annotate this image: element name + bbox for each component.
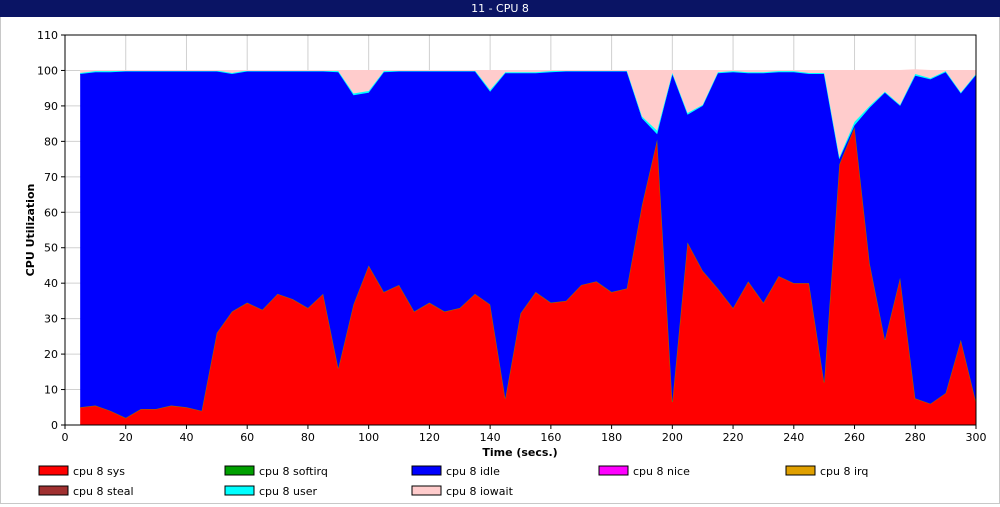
stacked-areas bbox=[80, 69, 977, 426]
legend-swatch-cpu-8-iowait bbox=[411, 485, 442, 496]
x-tick-label: 40 bbox=[179, 431, 193, 444]
x-tick-label: 140 bbox=[480, 431, 501, 444]
x-tick-label: 20 bbox=[119, 431, 133, 444]
y-tick-label: 40 bbox=[44, 277, 58, 290]
legend-label-cpu-8-sys: cpu 8 sys bbox=[73, 465, 125, 478]
legend-swatch-cpu-8-user bbox=[224, 485, 255, 496]
y-axis-label: CPU Utilization bbox=[24, 184, 37, 277]
x-tick-label: 160 bbox=[540, 431, 561, 444]
chart-frame: 0 20 40 60 80 100 120 140 160 180 200 220 240 260 280 3… bbox=[0, 17, 1000, 504]
x-tick-label: 240 bbox=[783, 431, 804, 444]
legend-label-cpu-8-idle: cpu 8 idle bbox=[446, 465, 500, 478]
y-tick-label: 90 bbox=[44, 100, 58, 113]
legend-swatch-cpu-8-softirq bbox=[224, 465, 255, 476]
x-tick-label: 100 bbox=[358, 431, 379, 444]
x-axis-label: Time (secs.) bbox=[482, 446, 557, 459]
y-tick-label: 100 bbox=[37, 64, 58, 77]
legend-swatch-cpu-8-nice bbox=[598, 465, 629, 476]
legend-swatch-cpu-8-irq bbox=[785, 465, 816, 476]
x-tick-label: 280 bbox=[905, 431, 926, 444]
y-tick-label: 60 bbox=[44, 206, 58, 219]
x-tick-label: 60 bbox=[240, 431, 254, 444]
x-tick-label: 260 bbox=[844, 431, 865, 444]
y-tick-label: 80 bbox=[44, 135, 58, 148]
legend: cpu 8 sys cpu 8 softirq cpu 8 idle cpu 8 ni… bbox=[38, 465, 868, 498]
legend-label-cpu-8-user: cpu 8 user bbox=[259, 485, 317, 498]
legend-label-cpu-8-steal: cpu 8 steal bbox=[73, 485, 134, 498]
legend-label-cpu-8-iowait: cpu 8 iowait bbox=[446, 485, 514, 498]
legend-swatch-cpu-8-idle bbox=[411, 465, 442, 476]
legend-label-cpu-8-irq: cpu 8 irq bbox=[820, 465, 868, 478]
legend-swatch-cpu-8-steal bbox=[38, 485, 69, 496]
y-tick-label: 110 bbox=[37, 29, 58, 42]
x-tick-label: 200 bbox=[662, 431, 683, 444]
x-tick-label: 0 bbox=[62, 431, 69, 444]
x-tick-label: 220 bbox=[723, 431, 744, 444]
x-tick-label: 120 bbox=[419, 431, 440, 444]
series-area-cpu-8-idle bbox=[80, 71, 977, 418]
legend-label-cpu-8-nice: cpu 8 nice bbox=[633, 465, 690, 478]
window-title: 11 - CPU 8 bbox=[0, 0, 1000, 17]
x-tick-label: 300 bbox=[966, 431, 987, 444]
cpu-utilization-chart: 0 20 40 60 80 100 120 140 160 180 200 220 240 260 280 3… bbox=[24, 29, 987, 498]
legend-label-cpu-8-softirq: cpu 8 softirq bbox=[259, 465, 328, 478]
y-tick-label: 30 bbox=[44, 313, 58, 326]
series-line-cpu-8-iowait bbox=[80, 69, 976, 71]
x-tick-label: 80 bbox=[301, 431, 315, 444]
legend-swatch-cpu-8-sys bbox=[38, 465, 69, 476]
y-tick-label: 50 bbox=[44, 242, 58, 255]
y-tick-label: 70 bbox=[44, 171, 58, 184]
series-area-cpu-8-iowait bbox=[80, 69, 977, 158]
axis-ticks: 0 20 40 60 80 100 120 140 160 180 200 220 240 260 280 3… bbox=[37, 29, 987, 444]
x-tick-label: 180 bbox=[601, 431, 622, 444]
y-tick-label: 20 bbox=[44, 348, 58, 361]
y-tick-label: 0 bbox=[51, 419, 58, 432]
plot-border bbox=[64, 34, 977, 426]
y-tick-label: 10 bbox=[44, 384, 58, 397]
series-area-cpu-8-sys bbox=[80, 127, 977, 426]
